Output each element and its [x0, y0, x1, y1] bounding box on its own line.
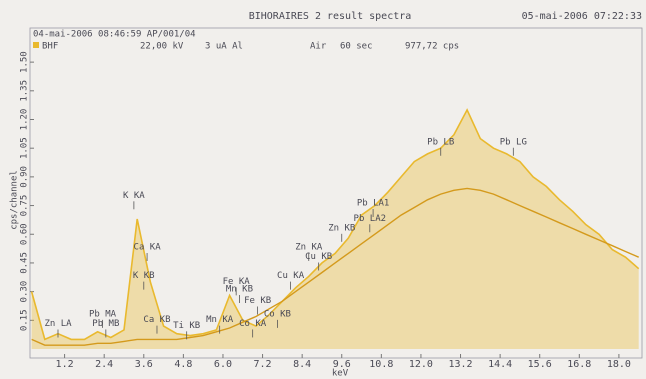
y-tick-label: 1.50	[20, 51, 30, 73]
y-tick-label: 0.75	[20, 195, 30, 217]
x-axis-label: keV	[332, 369, 349, 379]
x-tick-label: 1.2	[56, 359, 74, 370]
peak-label: Zn KA	[295, 242, 323, 252]
x-tick-label: 4.8	[174, 359, 192, 370]
x-tick-label: 6.0	[214, 359, 232, 370]
peak-label: Cu KB	[305, 252, 332, 262]
peak-label: Mn KA	[206, 315, 234, 325]
peak-label: K KB	[133, 271, 155, 281]
peak-label: Fe KA	[223, 277, 251, 287]
chart-title: BIHORAIRES 2 result spectra	[249, 11, 412, 22]
peak-label: Zn LA	[44, 319, 72, 329]
x-tick-label: 10.8	[369, 359, 393, 370]
y-tick-label: 0.60	[20, 223, 30, 245]
peak-label: K KA	[123, 191, 145, 201]
info-text: 3 uA Al	[205, 42, 243, 52]
background-line	[31, 187, 639, 346]
x-tick-label: 3.6	[135, 359, 153, 370]
peak-label: Pb LG	[500, 137, 527, 147]
x-tick-label: 8.4	[293, 359, 311, 370]
y-axis-label: cps/channel	[10, 170, 20, 230]
legend-label: BHF	[42, 42, 58, 52]
peak-label: Co KA	[239, 319, 267, 329]
x-tick-label: 13.2	[448, 359, 472, 370]
x-tick-label: 12.0	[409, 359, 433, 370]
plot-frame	[29, 27, 643, 359]
peak-label: Pb LA2	[354, 214, 387, 224]
legend-swatch	[33, 42, 39, 48]
x-tick-label: 14.4	[488, 359, 512, 370]
date: 05-mai-2006 07:22:33	[522, 11, 642, 22]
x-tick-label: 9.6	[333, 359, 351, 370]
y-tick-label: 0.15	[20, 309, 30, 331]
spectrum-area	[31, 109, 639, 350]
x-tick-label: 18.0	[607, 359, 631, 370]
y-tick-label: 1.35	[20, 80, 30, 102]
x-tick-label: 7.2	[254, 359, 272, 370]
x-tick-label: 2.4	[95, 359, 113, 370]
peak-label: Co KB	[264, 309, 291, 319]
y-tick-label: 0.30	[20, 281, 30, 303]
x-tick-label: 16.8	[567, 359, 591, 370]
peak-label: Ti KB	[173, 321, 200, 331]
info-text: 977,72 cps	[405, 42, 459, 52]
spectrum-line	[30, 108, 640, 341]
peak-label: Ca KA	[134, 242, 162, 252]
peak-label: Pb MB	[92, 319, 119, 329]
info-text: 04-mai-2006 08:46:59 AP/001/04	[33, 30, 196, 40]
y-tick-label: 0.45	[20, 252, 30, 274]
peak-label: Pb LB	[427, 137, 454, 147]
peak-label: Zn KB	[328, 223, 355, 233]
y-tick-label: 1.05	[20, 137, 30, 159]
peak-label: Mn KB	[226, 285, 253, 295]
info-text: 60 sec	[340, 42, 373, 52]
y-tick-label: 0.90	[20, 166, 30, 188]
y-tick-label: 1.20	[20, 109, 30, 131]
peak-label: Ca KB	[143, 315, 170, 325]
info-text: 22,00 kV	[140, 42, 184, 52]
peak-label: Cu KA	[277, 271, 305, 281]
info-text: Air	[310, 42, 327, 52]
peak-label: Pb LA1	[357, 198, 390, 208]
x-tick-label: 15.6	[528, 359, 552, 370]
peak-label: Fe KB	[244, 296, 271, 306]
peak-label: Pb MA	[89, 309, 117, 319]
